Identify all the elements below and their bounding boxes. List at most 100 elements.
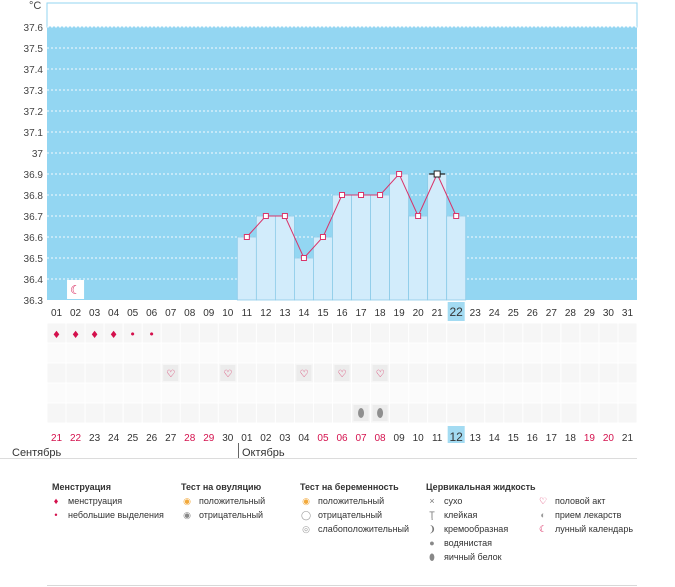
x-tick-label: 12	[260, 308, 272, 319]
ovulation-negative-icon: ◉	[183, 510, 191, 520]
pill-icon: ◐	[540, 510, 546, 520]
data-point	[377, 192, 384, 198]
calendar-day-label: 29	[203, 433, 215, 444]
egg-white-drop-icon	[377, 408, 384, 418]
x-tick-label: 23	[470, 308, 482, 319]
legend-label: положительный	[199, 496, 266, 506]
event-row	[47, 343, 637, 363]
legend-label: положительный	[318, 496, 385, 506]
legend-label: прием лекарств	[555, 510, 622, 520]
x-tick-label: 19	[394, 308, 406, 319]
egg-white-icon: ⬮	[429, 552, 435, 562]
x-tick-label: 11	[242, 308, 253, 319]
legend-label: менструация	[68, 496, 123, 506]
calendar-day-label: 03	[279, 433, 291, 444]
legend-item-egg-white: ⬮ яичный белок	[426, 552, 502, 563]
y-tick-label: 37.3	[24, 86, 44, 97]
calendar-day-label: 17	[546, 433, 558, 444]
legend-item-watery: ● водянистая	[426, 538, 492, 548]
temperature-bar	[351, 194, 371, 301]
legend-label: яичный белок	[444, 552, 502, 562]
legend-item-moon-calendar: ☾ лунный календарь	[537, 524, 633, 535]
legend-item-dry: × сухо	[426, 496, 462, 506]
calendar-day-label: 24	[108, 433, 120, 444]
calendar-day-label: 07	[355, 433, 367, 444]
y-tick-label: 37.4	[24, 65, 44, 76]
legend-label: водянистая	[444, 538, 493, 548]
pregnancy-positive-icon: ◉	[302, 496, 310, 506]
x-tick-label: 05	[127, 308, 139, 319]
heart-icon: ♡	[166, 369, 175, 380]
menstruation-light-icon: •	[129, 328, 136, 341]
x-tick-label: 06	[146, 308, 158, 319]
y-tick-label: 36.9	[24, 170, 44, 181]
month-label-right: Октябрь	[242, 447, 285, 459]
legend-item-pregnancy-weak: ◎ слабоположительный	[300, 524, 409, 535]
calendar-day-label: 14	[489, 433, 501, 444]
y-tick-label: 37.1	[24, 128, 44, 139]
calendar-day-label: 21	[622, 433, 634, 444]
data-point	[433, 170, 441, 178]
x-tick-label: 15	[317, 308, 329, 319]
legend-item-light-bleeding: • небольшие выделения	[50, 510, 163, 520]
temperature-bar	[370, 194, 390, 301]
x-tick-label: 07	[165, 308, 177, 319]
legend-item-pregnancy-negative: ◯ отрицательный	[300, 510, 382, 521]
chart-top-frame	[46, 2, 638, 28]
calendar-day-label: 26	[146, 433, 158, 444]
calendar-day-label: 19	[584, 433, 596, 444]
heart-icon: ♡	[223, 369, 232, 380]
calendar-day-label: 12	[450, 430, 464, 444]
legend-item-creamy: ❩ кремообразная	[426, 524, 508, 535]
y-tick-label: 37.2	[24, 107, 44, 118]
calendar-day-label: 18	[565, 433, 577, 444]
data-point	[281, 213, 288, 219]
legend-label: отрицательный	[318, 510, 383, 520]
temperature-bar	[255, 215, 276, 301]
data-point	[339, 192, 345, 198]
heart-cell-bg	[334, 365, 350, 381]
x-tick-label: 24	[489, 308, 501, 319]
calendar-day-label: 04	[298, 433, 310, 444]
data-point	[396, 171, 403, 177]
calendar-day-label: 11	[432, 433, 443, 444]
legend-menstruation-title: Менструация	[52, 482, 111, 492]
legend-item-medication: ◐ прием лекарств	[537, 510, 621, 520]
temperature-bar	[389, 173, 410, 301]
calendar-today-highlight	[447, 426, 465, 443]
x-tick-label: 22	[450, 305, 464, 319]
x-tick-label: 30	[603, 308, 615, 319]
temperature-bar	[294, 257, 314, 301]
legend-item-pregnancy-positive: ◉ положительный	[300, 496, 384, 507]
heart-cell-bg	[372, 365, 388, 381]
x-tick-label: 17	[355, 308, 367, 319]
legend-item-menstruation: ♦ менструация	[50, 496, 122, 506]
x-tick-label: 13	[279, 308, 291, 319]
legend-label: клейкая	[444, 510, 478, 520]
calendar-day-label: 21	[51, 433, 63, 444]
legend-item-intercourse: ♡ половой акт	[537, 496, 605, 507]
calendar-day-label: 13	[470, 433, 482, 444]
x-tick-label: 28	[565, 308, 577, 319]
calendar-day-label: 22	[70, 433, 82, 444]
temperature-line	[246, 172, 457, 259]
x-tick-label: 08	[184, 308, 196, 319]
heart-icon: ♡	[538, 496, 548, 506]
menstruation-heavy-icon: ♦	[90, 330, 99, 341]
y-tick-label: 36.7	[24, 212, 44, 223]
data-point	[262, 213, 269, 219]
heart-cell-bg	[220, 365, 236, 381]
x-tick-label: 16	[336, 308, 348, 319]
legend-pregnancy-title: Тест на беременность	[300, 482, 399, 492]
calendar-day-label: 28	[184, 433, 196, 444]
temperature-bar	[313, 236, 333, 301]
x-tick-label: 14	[298, 308, 310, 319]
temperature-bar	[446, 215, 467, 301]
legend-label: слабоположительный	[318, 524, 410, 534]
data-point	[319, 234, 326, 240]
calendar-day-label: 27	[165, 433, 177, 444]
heart-cell-bg	[296, 365, 312, 381]
menstruation-heavy-icon: ♦	[109, 330, 118, 341]
data-point	[358, 192, 365, 198]
x-tick-label: 04	[108, 308, 120, 319]
